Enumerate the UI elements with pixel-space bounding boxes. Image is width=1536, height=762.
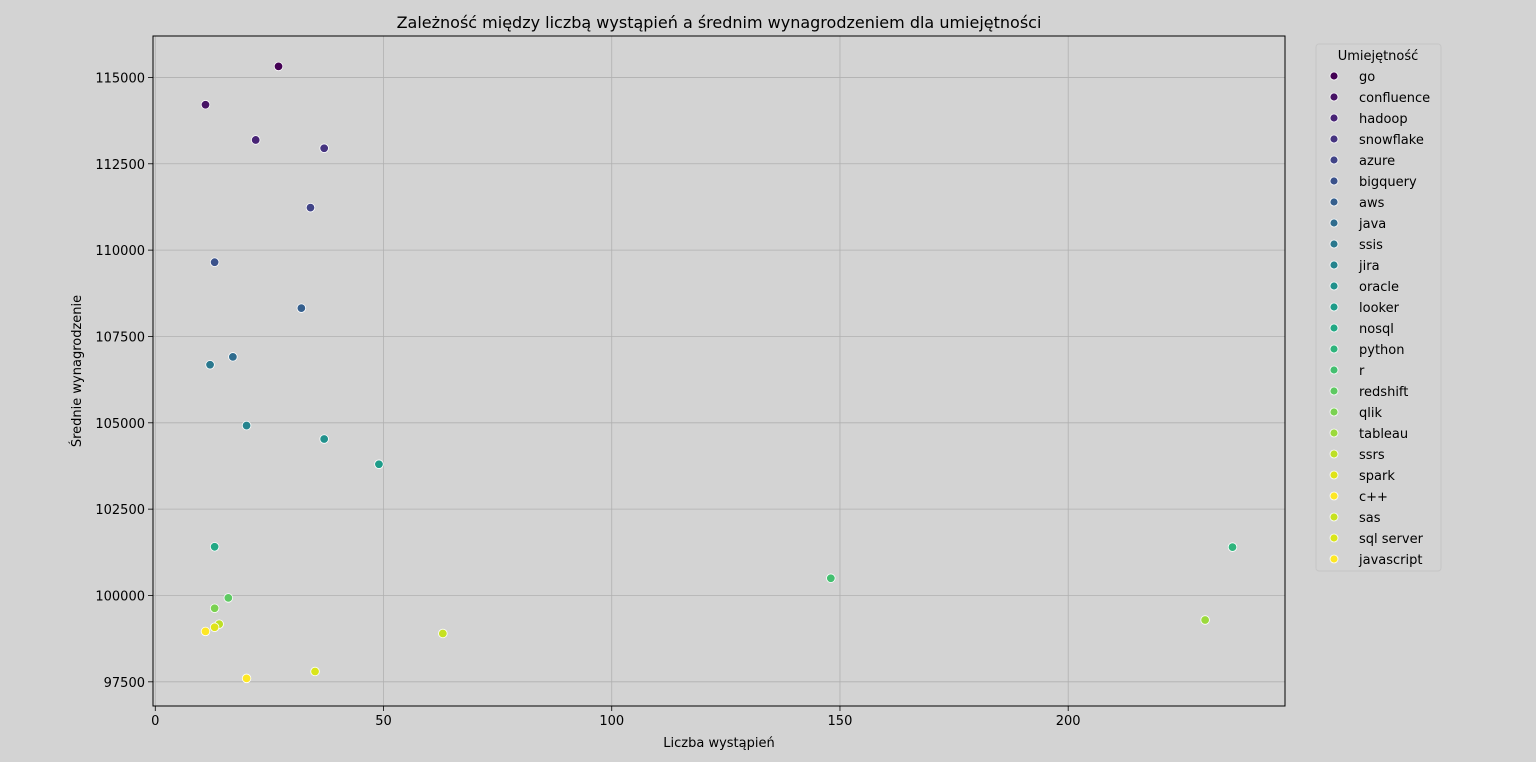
y-tick-label: 115000 — [95, 71, 145, 86]
legend-label-ssrs: ssrs — [1359, 448, 1385, 463]
y-tick-label: 97500 — [104, 676, 145, 691]
legend-label-spark: spark — [1359, 469, 1395, 484]
y-tick-label: 112500 — [95, 158, 145, 173]
data-point-oracle — [319, 434, 329, 444]
legend-marker-r — [1329, 365, 1339, 375]
data-point-nosql — [209, 542, 220, 552]
legend-label-aws: aws — [1359, 196, 1385, 211]
data-point-snowflake — [319, 143, 329, 153]
y-axis-label: Średnie wynagrodzenie — [69, 295, 85, 447]
legend-label-redshift: redshift — [1359, 385, 1408, 400]
data-point-tableau — [1200, 615, 1210, 625]
data-point-c- — [200, 626, 211, 637]
legend-label-java: java — [1358, 217, 1386, 232]
legend-title: Umiejętność — [1338, 49, 1419, 64]
legend-label-looker: looker — [1359, 301, 1400, 316]
data-point-java — [228, 352, 238, 362]
axes-background — [153, 36, 1285, 706]
legend-marker-hadoop — [1329, 113, 1339, 123]
legend-marker-sas — [1329, 512, 1339, 522]
data-point-looker — [374, 459, 384, 469]
legend-label-c-: c++ — [1359, 490, 1388, 505]
chart-title: Zależność między liczbą wystąpień a śred… — [397, 13, 1042, 32]
data-point-ssis — [205, 360, 215, 370]
legend-label-snowflake: snowflake — [1359, 133, 1424, 148]
data-point-aws — [296, 303, 307, 313]
y-axis-ticks: 97500 100000 102500 105000 107500 110000 11250… — [95, 71, 153, 691]
legend-marker-sql-server — [1329, 533, 1339, 543]
y-tick-label: 107500 — [95, 330, 145, 345]
legend: Umiejętność go confluence hadoop snowflake a… — [1315, 43, 1442, 572]
legend-label-python: python — [1359, 343, 1404, 358]
y-tick-label: 102500 — [95, 503, 145, 518]
legend-label-sql-server: sql server — [1359, 532, 1424, 547]
data-point-bigquery — [209, 257, 220, 267]
legend-marker-azure — [1329, 155, 1339, 165]
legend-label-hadoop: hadoop — [1359, 112, 1408, 127]
data-point-hadoop — [251, 135, 261, 145]
data-point-jira — [241, 420, 252, 431]
legend-items: go confluence hadoop snowflake azure bigquery… — [1329, 70, 1430, 568]
legend-marker-javascript — [1329, 554, 1339, 564]
legend-marker-java — [1329, 218, 1339, 228]
legend-marker-aws — [1329, 197, 1339, 207]
data-point-sas — [438, 628, 448, 639]
data-point-sql-server — [310, 666, 320, 677]
y-tick-label: 110000 — [95, 244, 145, 259]
legend-label-go: go — [1359, 70, 1375, 85]
legend-box — [1315, 43, 1442, 572]
legend-marker-confluence — [1329, 92, 1339, 102]
x-tick-label: 150 — [828, 714, 853, 729]
legend-label-r: r — [1359, 364, 1365, 379]
y-tick-label: 100000 — [95, 589, 145, 604]
grid-lines — [153, 36, 1285, 706]
data-point-qlik — [209, 603, 220, 613]
x-axis-ticks: 0 50 100 150 200 — [151, 706, 1081, 729]
legend-label-bigquery: bigquery — [1359, 175, 1417, 190]
legend-marker-redshift — [1329, 386, 1339, 396]
x-axis-label: Liczba wystąpień — [663, 736, 774, 751]
legend-marker-qlik — [1329, 407, 1339, 417]
axes-frame — [152, 35, 1286, 707]
legend-label-oracle: oracle — [1359, 280, 1399, 295]
legend-marker-bigquery — [1329, 176, 1339, 186]
legend-marker-nosql — [1329, 323, 1339, 333]
legend-marker-spark — [1329, 470, 1339, 480]
data-point-spark — [209, 622, 220, 632]
legend-marker-tableau — [1329, 428, 1339, 438]
data-point-confluence — [200, 100, 211, 110]
data-point-r — [826, 573, 836, 583]
data-point-go — [273, 61, 284, 72]
data-point-python — [1227, 542, 1238, 552]
legend-label-nosql: nosql — [1359, 322, 1394, 337]
legend-marker-looker — [1329, 302, 1339, 312]
y-tick-label: 105000 — [95, 417, 145, 432]
legend-label-qlik: qlik — [1359, 406, 1382, 421]
legend-label-ssis: ssis — [1359, 238, 1383, 253]
plot-area: 0 50 100 150 200 97500 100000 102500 105000 1075… — [95, 35, 1286, 729]
legend-label-javascript: javascript — [1358, 553, 1422, 568]
x-tick-label: 200 — [1056, 714, 1081, 729]
legend-label-jira: jira — [1358, 259, 1380, 274]
legend-marker-jira — [1329, 260, 1339, 270]
data-point-azure — [305, 202, 316, 213]
legend-label-azure: azure — [1359, 154, 1395, 169]
legend-marker-ssrs — [1329, 449, 1339, 459]
legend-marker-ssis — [1329, 239, 1339, 249]
legend-marker-c- — [1329, 491, 1339, 501]
data-points — [200, 61, 1238, 684]
legend-marker-snowflake — [1329, 134, 1339, 144]
data-point-redshift — [223, 593, 234, 603]
legend-marker-python — [1329, 344, 1339, 354]
legend-label-tableau: tableau — [1359, 427, 1408, 442]
x-tick-label: 50 — [375, 714, 392, 729]
legend-label-sas: sas — [1359, 511, 1381, 526]
data-point-javascript — [241, 673, 252, 684]
legend-label-confluence: confluence — [1359, 91, 1430, 106]
x-tick-label: 100 — [599, 714, 624, 729]
x-tick-label: 0 — [151, 714, 159, 729]
legend-marker-go — [1329, 71, 1339, 81]
legend-marker-oracle — [1329, 281, 1339, 291]
